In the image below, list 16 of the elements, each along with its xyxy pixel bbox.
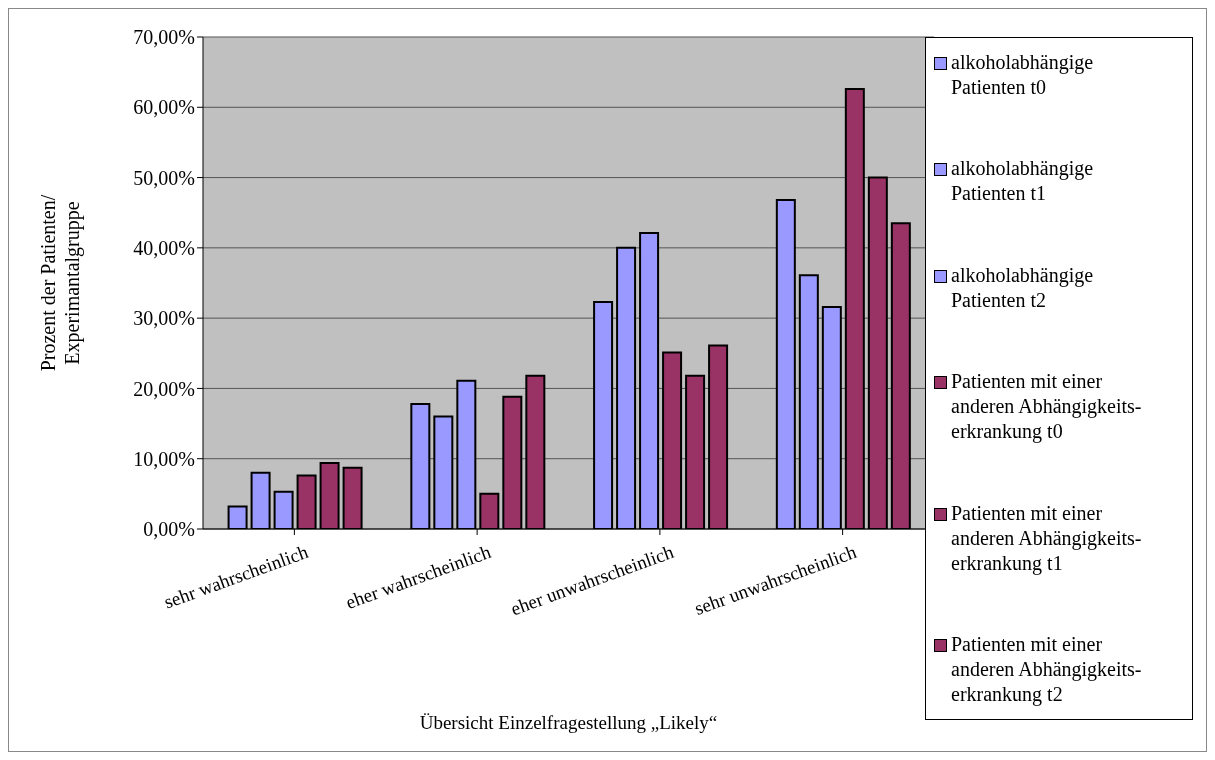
y-tick-label: 0,00% <box>143 518 195 541</box>
y-tick-label: 30,00% <box>133 307 195 330</box>
y-tick-label: 50,00% <box>133 166 195 189</box>
legend-label: Patienten mit einer anderen Abhängigkeits-erkrankung t0 <box>951 369 1143 445</box>
legend-label: alkoholabhängige Patienten t1 <box>951 156 1095 207</box>
legend-label: Patienten mit einer anderen Abhängigkeits-erkrankung t1 <box>951 500 1143 576</box>
y-tick-label: 70,00% <box>133 26 195 49</box>
x-axis-title: Übersicht Einzelfragestellung „Likely“ <box>419 712 718 733</box>
y-axis-title: Prozent der Patienten/ Experimantalgruppe <box>37 194 84 372</box>
y-tick-label: 60,00% <box>133 96 195 119</box>
y-tick-label: 40,00% <box>133 236 195 259</box>
y-tick-label: 10,00% <box>133 447 195 470</box>
y-tick-label: 20,00% <box>133 377 195 400</box>
legend-label: alkoholabhängige Patienten t2 <box>951 262 1095 313</box>
legend-label: Patienten mit einer anderen Abhängigkeits-erkrankung t2 <box>951 631 1143 707</box>
legend-label: alkoholabhängige Patienten t0 <box>951 50 1095 100</box>
